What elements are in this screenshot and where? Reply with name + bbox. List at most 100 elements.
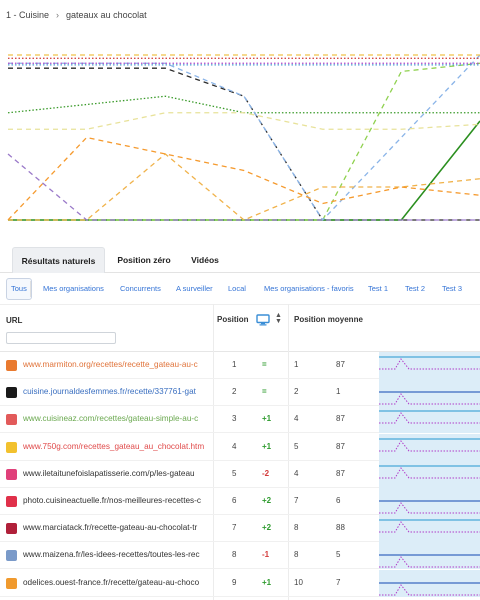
filter-bar: Tous Mes organisations Concurrents A sur… — [0, 278, 480, 300]
filter-divider — [30, 281, 31, 297]
filter-test-2[interactable]: Test 2 — [405, 284, 426, 293]
avg-position-value: 7 — [294, 496, 299, 505]
position-sparkline — [379, 352, 480, 379]
column-divider — [288, 304, 289, 600]
table-header: URL Position ▲ ▼ Position moyenne — [0, 304, 480, 352]
filter-tous[interactable]: Tous — [6, 278, 32, 300]
column-divider — [213, 304, 214, 600]
avg-position-value: 10 — [294, 577, 303, 587]
position-sparkline — [379, 460, 480, 488]
position-sparkline — [379, 406, 480, 434]
position-change: +1 — [262, 414, 272, 424]
secondary-value: 87 — [336, 441, 345, 451]
result-url-link[interactable]: www.marmiton.org/recettes/recette_gateau… — [23, 360, 198, 369]
sparkline-trend-line — [379, 393, 480, 405]
chart-series-line-2 — [7, 95, 480, 114]
filter-mes-organisations-favoris[interactable]: Mes organisations - favoris — [264, 284, 354, 293]
position-value: 8 — [232, 550, 237, 560]
750g-icon — [6, 441, 17, 453]
table-row[interactable]: www.marmiton.org/recettes/recette_gateau… — [0, 352, 480, 379]
result-url-link[interactable]: www.marciatack.fr/recette-gateau-au-choc… — [23, 523, 198, 533]
filter-concurrents[interactable]: Concurrents — [120, 284, 161, 293]
position-value: 3 — [232, 414, 237, 424]
table-row[interactable]: www.cuisineaz.com/recettes/gateau-simple… — [0, 406, 480, 434]
avg-position-value: 2 — [294, 387, 299, 397]
table-row[interactable]: www.maizena.fr/les-idees-recettes/toutes… — [0, 542, 480, 570]
secondary-value: 5 — [336, 550, 341, 560]
sparkline-trend-line — [379, 466, 480, 479]
avg-position-value: 1 — [294, 360, 299, 369]
url-filter-input[interactable] — [6, 332, 116, 344]
avg-position-column-header[interactable]: Position moyenne — [294, 315, 363, 324]
avg-position-value: 5 — [294, 441, 299, 451]
result-url-link[interactable]: cuisine.journaldesfemmes.fr/recette/3377… — [23, 387, 196, 397]
table-row[interactable]: www.marciatack.fr/recette-gateau-au-choc… — [0, 515, 480, 543]
chart-series-line-7 — [7, 136, 480, 221]
position-sparkline — [379, 515, 480, 543]
sparkline-trend-line — [379, 439, 480, 452]
chart-series-line-5 — [8, 54, 480, 222]
position-value: 2 — [232, 387, 237, 397]
filter-test-1[interactable]: Test 1 — [368, 284, 389, 293]
breadcrumb-category[interactable]: 1 - Cuisine — [6, 10, 50, 20]
sparkline-trend-line — [379, 556, 480, 568]
position-value: 9 — [232, 577, 237, 587]
journaldesfemmes-icon — [6, 387, 17, 399]
sparkline-trend-line — [379, 412, 480, 424]
filter-local[interactable]: Local — [228, 284, 246, 293]
position-change: +1 — [262, 441, 272, 451]
position-value: 5 — [232, 468, 237, 478]
position-sparkline — [379, 379, 480, 407]
odelices-icon — [6, 577, 17, 589]
desktop-icon[interactable] — [256, 313, 270, 326]
result-url-link[interactable]: www.iletaitunefoislapatisserie.com/p/les… — [23, 468, 195, 478]
result-url-link[interactable]: photo.cuisineactuelle.fr/nos-meilleures-… — [23, 496, 201, 505]
position-change: -1 — [262, 550, 270, 560]
position-change: +1 — [262, 577, 272, 587]
chart-svg — [7, 54, 480, 222]
table-row[interactable]: photo.cuisineactuelle.fr/nos-meilleures-… — [0, 488, 480, 515]
tab-resultats-naturels[interactable]: Résultats naturels — [12, 247, 105, 273]
filter-mes-organisations[interactable]: Mes organisations — [43, 284, 104, 293]
secondary-value: 6 — [336, 496, 341, 505]
secondary-value: 87 — [336, 468, 345, 478]
tab-videos[interactable]: Vidéos — [191, 255, 219, 265]
secondary-value: 87 — [336, 360, 345, 369]
position-change: +2 — [262, 496, 272, 505]
position-value: 4 — [232, 441, 237, 451]
position-value: 6 — [232, 496, 237, 505]
result-url-link[interactable]: www.maizena.fr/les-idees-recettes/toutes… — [23, 550, 200, 560]
table-row[interactable]: cuisine.journaldesfemmes.fr/recette/3377… — [0, 379, 480, 407]
table-row[interactable]: www.iletaitunefoislapatisserie.com/p/les… — [0, 460, 480, 488]
chevron-right-icon: › — [56, 10, 60, 20]
chart-series-line-4 — [8, 62, 480, 221]
result-url-link[interactable]: www.cuisineaz.com/recettes/gateau-simple… — [23, 414, 199, 424]
chart-series-line-8 — [7, 153, 480, 221]
secondary-value: 87 — [336, 414, 345, 424]
result-url-link[interactable]: www.750g.com/recettes_gateau_au_chocolat… — [23, 441, 205, 451]
position-column-header[interactable]: Position — [217, 315, 249, 324]
filter-a-surveiller[interactable]: A surveiller — [176, 284, 213, 293]
table-row[interactable]: odelices.ouest-france.fr/recette/gateau-… — [0, 569, 480, 597]
secondary-value: 7 — [336, 577, 341, 587]
position-sparkline — [379, 542, 480, 570]
position-sparkline — [379, 433, 480, 461]
position-change: +2 — [262, 523, 272, 533]
table-row[interactable]: www.750g.com/recettes_gateau_au_chocolat… — [0, 433, 480, 461]
result-url-link[interactable]: odelices.ouest-france.fr/recette/gateau-… — [23, 577, 200, 587]
secondary-value: 1 — [336, 387, 341, 397]
position-value: 7 — [232, 523, 237, 533]
position-history-chart — [0, 45, 480, 230]
position-change: = — [262, 360, 267, 369]
secondary-value: 88 — [336, 523, 345, 533]
breadcrumb: 1 - Cuisine › gateaux au chocolat — [6, 8, 147, 22]
sparkline-trend-line — [379, 583, 480, 596]
breadcrumb-keyword: gateaux au chocolat — [66, 10, 147, 20]
tab-position-zero[interactable]: Position zéro — [117, 255, 171, 265]
maizena-icon — [6, 550, 17, 562]
sparkline-trend-line — [379, 521, 480, 533]
position-change: -2 — [262, 468, 270, 478]
patisserie-icon — [6, 468, 17, 480]
sort-icon[interactable]: ▲ ▼ — [275, 312, 282, 325]
filter-test-3[interactable]: Test 3 — [442, 284, 463, 293]
